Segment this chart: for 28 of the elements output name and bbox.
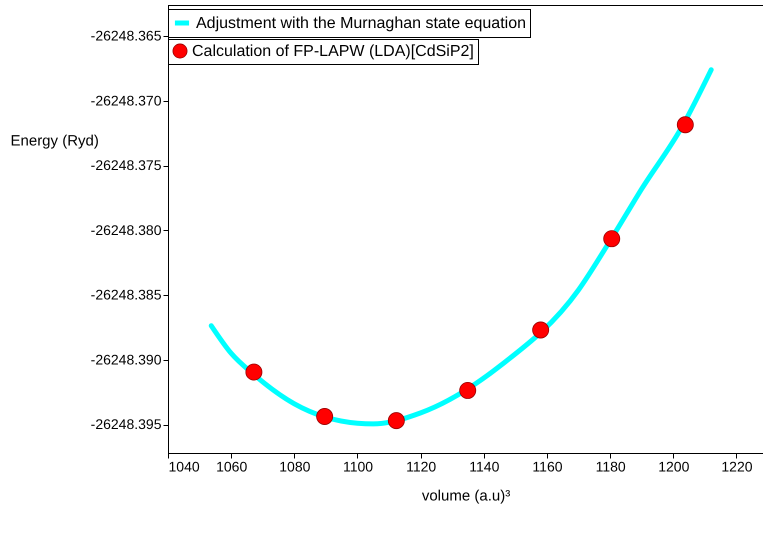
y-tick-label: -26248.395 (90, 416, 162, 432)
y-axis-title: Energy (Ryd) (10, 132, 99, 150)
x-tick-label: 1140 (469, 458, 500, 474)
x-tick-label: 1160 (532, 458, 563, 474)
x-tick-label: 1120 (406, 458, 436, 474)
x-tick-label: 1060 (216, 458, 248, 474)
y-tick-label: -26248.375 (90, 157, 162, 174)
point (388, 412, 405, 430)
y-tick-label: -26248.390 (90, 351, 162, 368)
point (603, 230, 620, 248)
x-tick-label: 1220 (721, 458, 753, 474)
x-tick-label: 1180 (596, 458, 626, 474)
x-tick-label: 1080 (279, 458, 311, 474)
x-axis-title: volume (a.u)³ (422, 488, 510, 504)
point (245, 364, 262, 381)
point (532, 322, 550, 338)
legend-label: Adjustment with the Murnaghan state equation (196, 15, 526, 32)
y-tick-label: -26248.380 (90, 222, 162, 238)
y-tick-label: -26248.385 (90, 286, 162, 303)
legend-label: Calculation of FP-LAPW (LDA)[CdSiP2] (192, 43, 474, 60)
point (676, 116, 694, 134)
y-tick-label: -26248.370 (90, 92, 162, 108)
y-tick-label: -26248.365 (90, 28, 162, 44)
x-tick-label: 1200 (658, 458, 690, 474)
point (459, 382, 476, 399)
point (316, 408, 334, 425)
x-tick-label: 1040 (168, 458, 200, 474)
x-tick-label: 1100 (342, 458, 374, 474)
